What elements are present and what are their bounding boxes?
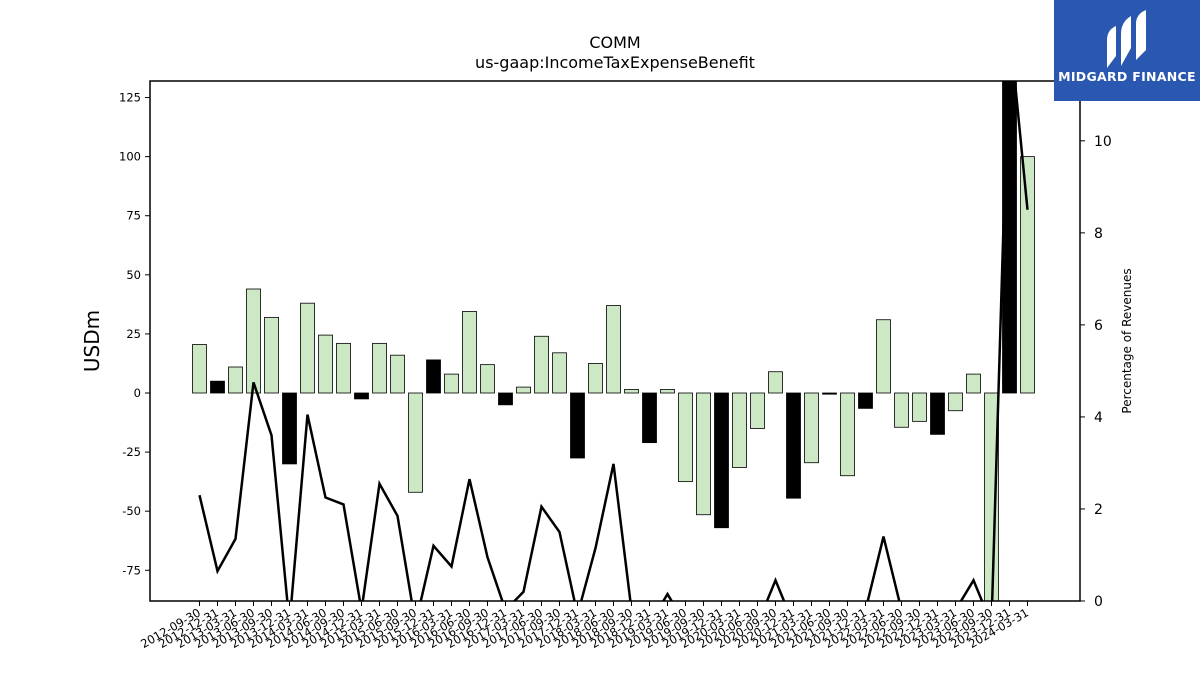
plot-frame: [149, 80, 1081, 602]
line-layer: [198, 81, 1029, 601]
bar-2022-06-30: [894, 392, 909, 428]
y-right-tick-label: 8: [1094, 226, 1103, 242]
bar-2016-03-31: [444, 373, 459, 394]
y-left-tick-label: -75: [122, 563, 141, 577]
bar-2022-09-30: [912, 392, 927, 422]
chart-subtitle: us-gaap:IncomeTaxExpenseBenefit: [475, 53, 755, 72]
bar-2019-03-31: [660, 389, 675, 394]
bar-2012-12-31: [210, 380, 225, 394]
y-right-tick-label: 0: [1094, 594, 1103, 610]
bar-2018-06-30: [606, 305, 621, 394]
bar-2017-12-31: [570, 392, 585, 459]
bar-2015-06-30: [390, 354, 405, 394]
bar-2021-09-30: [840, 392, 855, 477]
bar-2018-12-31: [642, 392, 657, 444]
bar-2023-06-30: [966, 373, 981, 394]
bar-2016-12-31: [498, 392, 513, 406]
bar-2018-03-31: [588, 363, 603, 394]
bars-layer: [192, 81, 1035, 601]
bar-2013-12-31: [282, 392, 297, 465]
bar-2014-12-31: [354, 392, 369, 400]
bar-2014-09-30: [336, 342, 351, 394]
y-right-tick-label: 4: [1094, 410, 1103, 426]
bar-2016-09-30: [480, 364, 495, 394]
y-axis-left-label: USDm: [80, 310, 104, 372]
brand-name: MIDGARD FINANCE: [1058, 69, 1196, 84]
y-axis-right-label: Percentage of Revenues: [1120, 268, 1134, 413]
bar-2018-09-30: [624, 389, 639, 394]
y-axis-right: 0 2 4 6 8 10: [1080, 134, 1112, 610]
bar-2016-06-30: [462, 311, 477, 394]
bar-2022-12-31: [930, 392, 945, 435]
bar-2021-06-30: [822, 392, 837, 395]
bar-2023-12-31: [1002, 81, 1017, 394]
y-left-tick-label: -50: [122, 504, 141, 518]
bar-2020-06-30: [750, 392, 765, 429]
bar-2013-03-31: [228, 366, 243, 394]
revenue-percentage-line: [198, 81, 1029, 601]
y-right-tick-label: 6: [1094, 318, 1103, 334]
bar-2024-03-31: [1020, 156, 1035, 394]
bar-2019-12-31: [714, 392, 729, 529]
y-left-tick-label: 125: [119, 91, 141, 105]
chart-title: COMM: [589, 33, 640, 52]
brand-logo: MIDGARD FINANCE: [1054, 0, 1200, 101]
bar-2017-03-31: [516, 386, 531, 394]
y-left-tick-label: 100: [119, 150, 141, 164]
y-right-tick-label: 10: [1094, 134, 1112, 150]
midgard-logo-icon: [1107, 10, 1146, 68]
x-axis: 2012-09-302012-12-312013-03-312013-06-30…: [138, 601, 1031, 651]
bar-2015-09-30: [408, 392, 423, 493]
bar-2019-06-30: [678, 392, 693, 483]
bar-2020-09-30: [768, 371, 783, 394]
y-right-tick-label: 2: [1094, 502, 1103, 518]
bar-2021-03-31: [804, 392, 819, 464]
y-left-tick-label: 50: [126, 268, 141, 282]
y-left-tick-label: 0: [134, 386, 141, 400]
bar-2012-09-30: [192, 344, 207, 394]
y-left-tick-label: 25: [126, 327, 141, 341]
bar-2015-12-31: [426, 359, 441, 394]
bar-2014-03-31: [300, 302, 315, 394]
y-left-tick-label: -25: [122, 445, 141, 459]
bar-2019-09-30: [696, 392, 711, 516]
y-left-tick-label: 75: [126, 209, 141, 223]
bar-2014-06-30: [318, 334, 333, 394]
bar-2013-09-30: [264, 316, 279, 394]
bar-2020-03-31: [732, 392, 747, 468]
bar-2017-06-30: [534, 335, 549, 394]
bar-2020-12-31: [786, 392, 801, 499]
bar-2022-03-31: [876, 319, 891, 394]
bar-2015-03-31: [372, 342, 387, 394]
y-axis-left: -75 -50 -25 0 25 50 75 100 125: [119, 91, 150, 577]
bar-2013-06-30: [246, 288, 261, 394]
bar-2017-09-30: [552, 352, 567, 394]
bar-2021-12-31: [858, 392, 873, 409]
bar-2023-03-31: [948, 392, 963, 412]
